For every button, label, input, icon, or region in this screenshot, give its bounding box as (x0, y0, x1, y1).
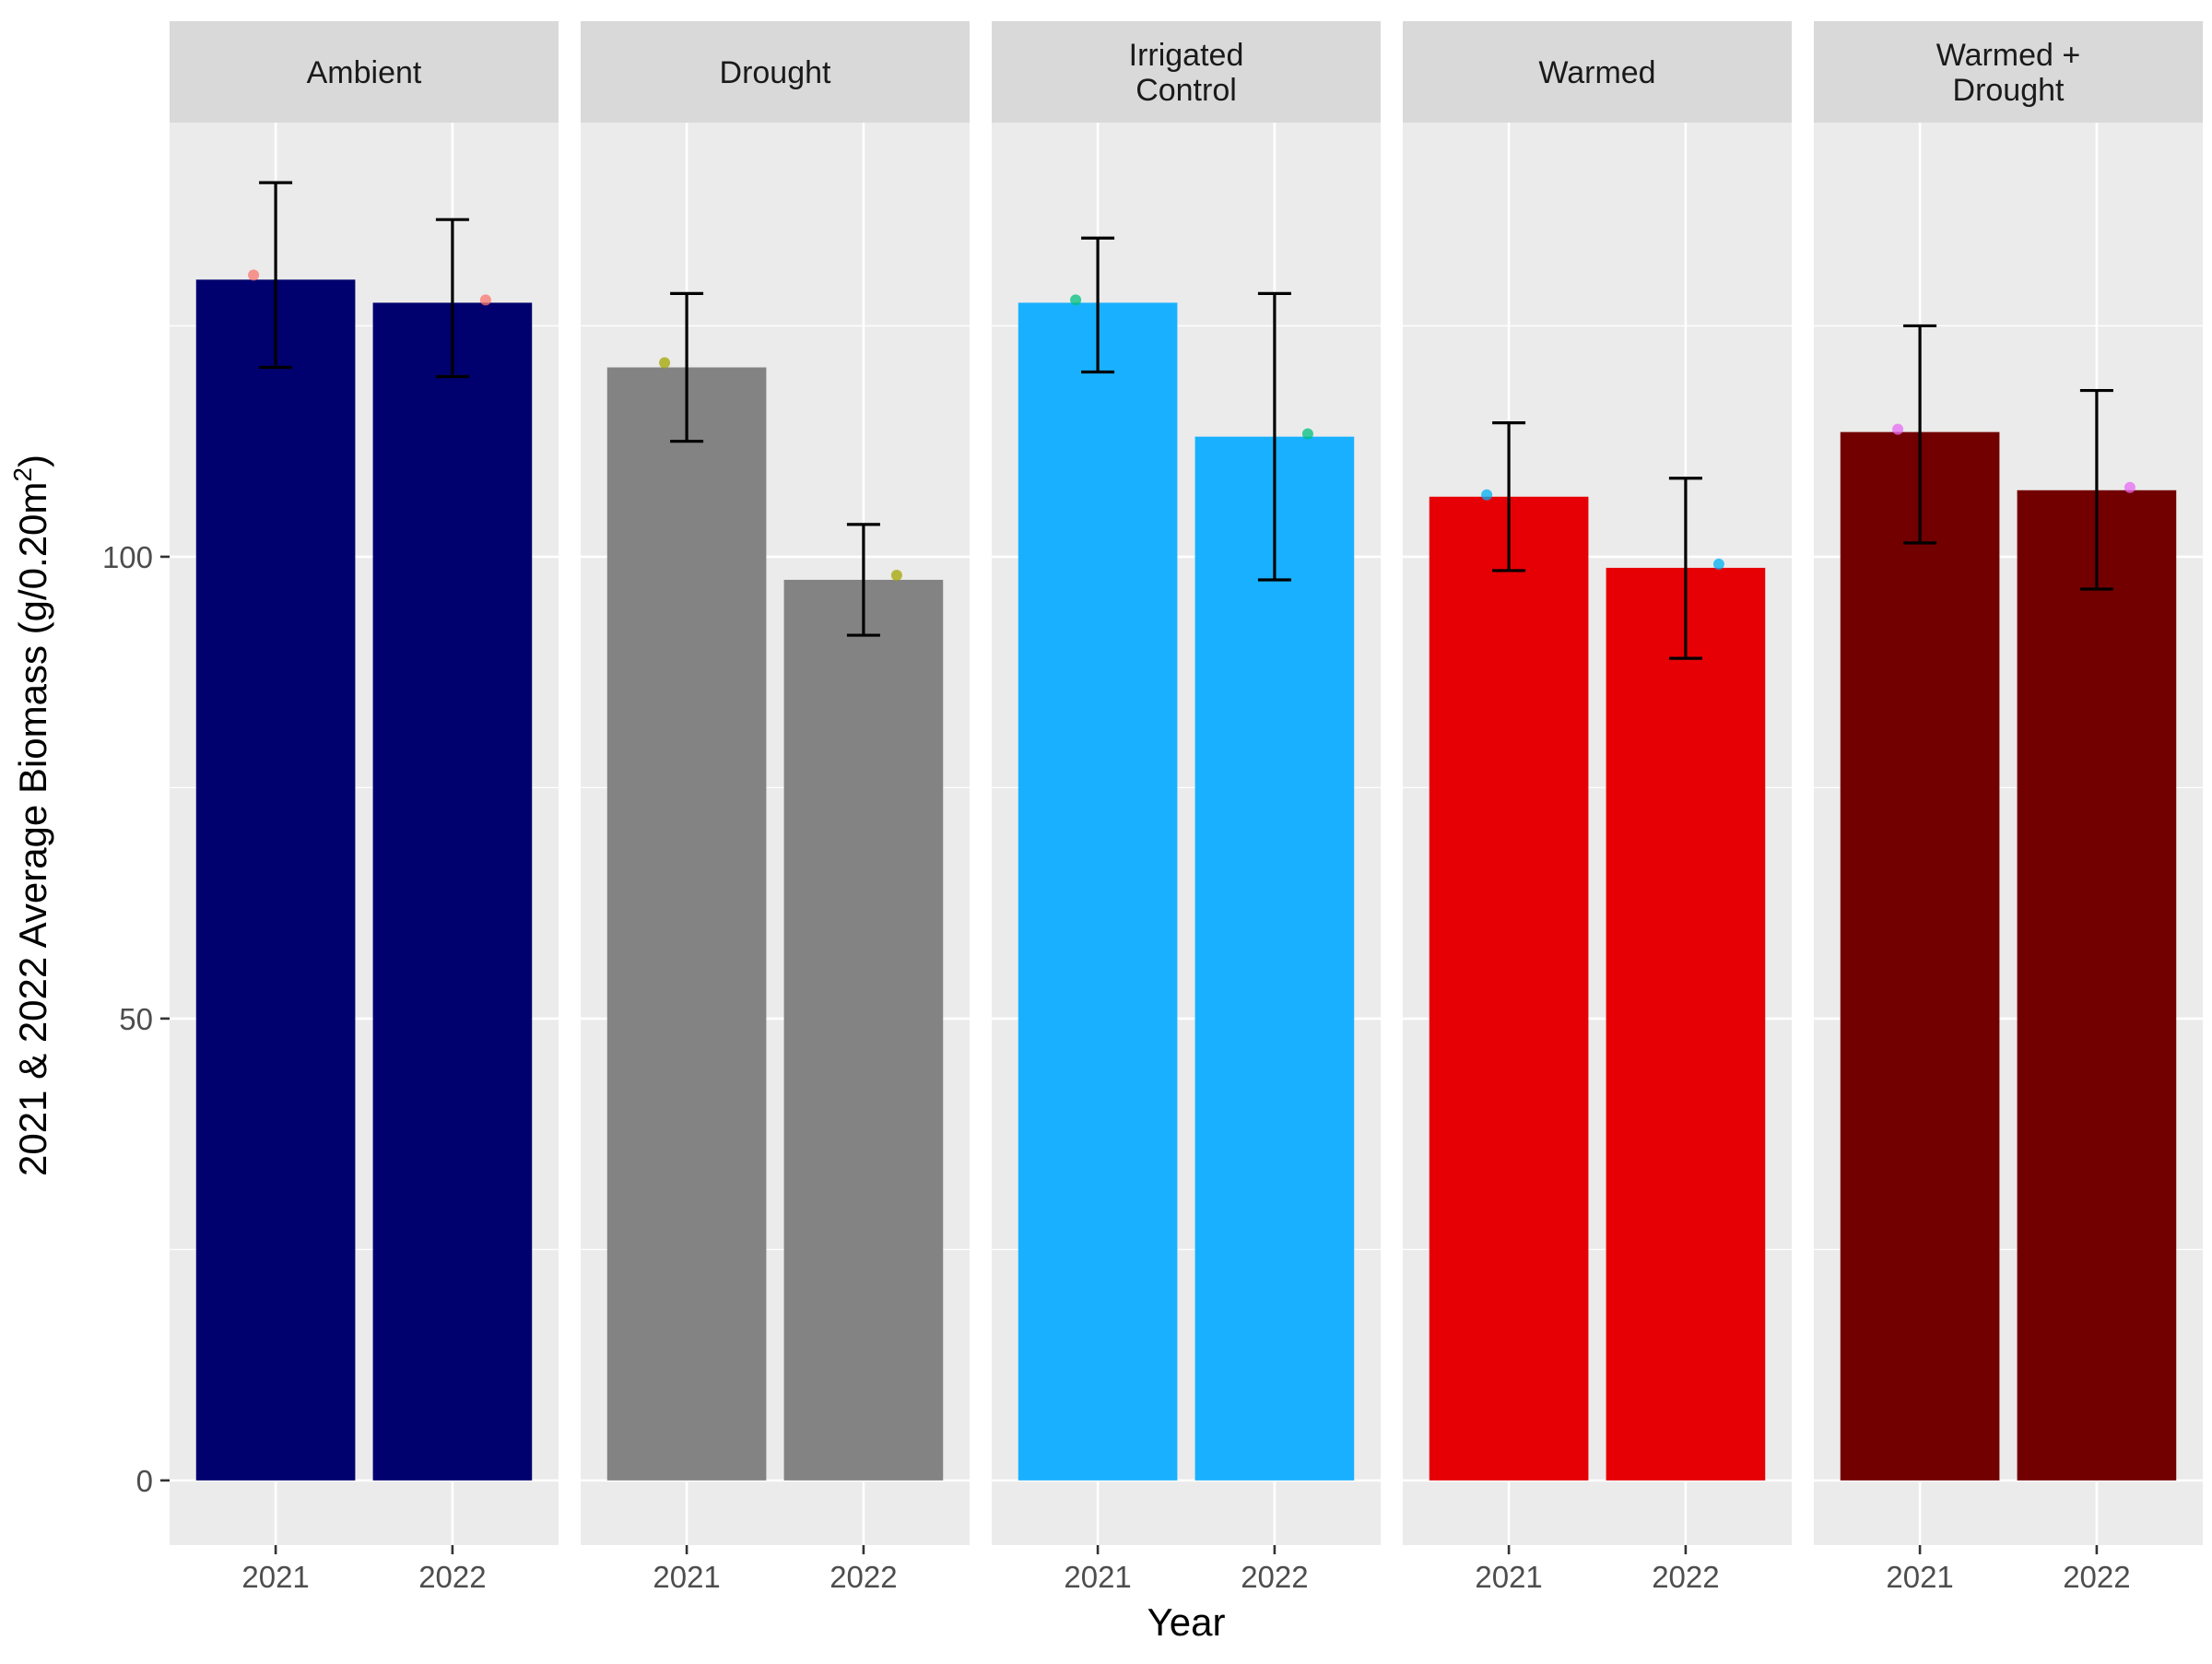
data-point (1301, 428, 1313, 440)
bar-2022 (1606, 567, 1766, 1481)
facet-strip-label: Drought (1953, 73, 2065, 108)
error-bar (435, 218, 469, 379)
x-tick-label: 2021 (241, 1560, 309, 1594)
y-axis-title-superscript: 2 (8, 467, 37, 482)
facet-strip-label: Warmed (1538, 55, 1655, 90)
x-axis-title: Year (1147, 1600, 1226, 1644)
x-tick-label: 2022 (1241, 1560, 1308, 1594)
facet-strip-label: Warmed + (1936, 38, 2081, 73)
data-point (1712, 558, 1724, 570)
facet-strip (1403, 21, 1792, 123)
error-bar (1903, 324, 1937, 545)
error-bar (1257, 291, 1291, 582)
y-tick-label: 50 (119, 1002, 153, 1036)
data-point (1070, 294, 1082, 306)
error-bar (1492, 421, 1526, 572)
data-point (1481, 489, 1493, 501)
x-tick-label: 2022 (418, 1560, 486, 1594)
error-bar (259, 181, 293, 370)
error-bar (1081, 236, 1115, 374)
data-point (659, 357, 671, 369)
error-bar (2079, 388, 2113, 591)
x-tick-label: 2021 (1475, 1560, 1542, 1594)
x-tick-label: 2022 (830, 1560, 897, 1594)
error-bar (1668, 477, 1702, 660)
facet-strip-label: Irrigated (1129, 38, 1244, 73)
bar-2021 (1840, 431, 2000, 1481)
facet-panel-warmed: Warmed 2021 2022 (1403, 21, 1792, 1594)
data-point (1892, 423, 1904, 435)
data-point (2124, 481, 2136, 493)
x-tick-label: 2022 (2063, 1560, 2130, 1594)
data-point (890, 569, 902, 581)
x-tick-label: 2021 (653, 1560, 720, 1594)
y-axis: 0 50 100 (102, 540, 170, 1498)
facet-strip-label: Control (1135, 73, 1237, 108)
facet-strip-label: Ambient (307, 55, 422, 90)
bar-2021 (195, 279, 356, 1481)
facet-strip (992, 21, 1381, 123)
bar-2022 (372, 302, 533, 1481)
bar-2022 (2017, 490, 2177, 1481)
facet-strip (1814, 21, 2203, 123)
data-point (479, 294, 491, 306)
y-axis-title: 2021 & 2022 Average Biomass (g/0.20m2) (8, 454, 54, 1176)
y-axis-title-suffix: ) (11, 454, 54, 467)
facet-strip-label: Drought (720, 55, 832, 90)
bar-2021 (606, 367, 767, 1481)
error-bar (670, 291, 704, 443)
bar-2021 (1429, 496, 1589, 1481)
y-axis-title-main: 2021 & 2022 Average Biomass (g/0.20m (11, 482, 54, 1176)
facet-panel-warmed-drought: Warmed +Drought 2021 2022 (1814, 21, 2203, 1594)
y-tick-label: 100 (102, 540, 153, 574)
error-bar (846, 523, 880, 637)
bar-2021 (1018, 302, 1178, 1481)
facet-panel-drought: Drought 2021 2022 (581, 21, 970, 1594)
facet-strip (170, 21, 559, 123)
x-tick-label: 2022 (1652, 1560, 1719, 1594)
y-tick-label: 0 (136, 1464, 153, 1498)
facet-panel-ambient: Ambient 2021 2022 (170, 21, 559, 1594)
bar-2022 (783, 579, 944, 1481)
data-point (248, 269, 260, 281)
x-tick-label: 2021 (1886, 1560, 1953, 1594)
bar-2022 (1194, 436, 1355, 1481)
x-tick-label: 2021 (1064, 1560, 1131, 1594)
facet-strip (581, 21, 970, 123)
